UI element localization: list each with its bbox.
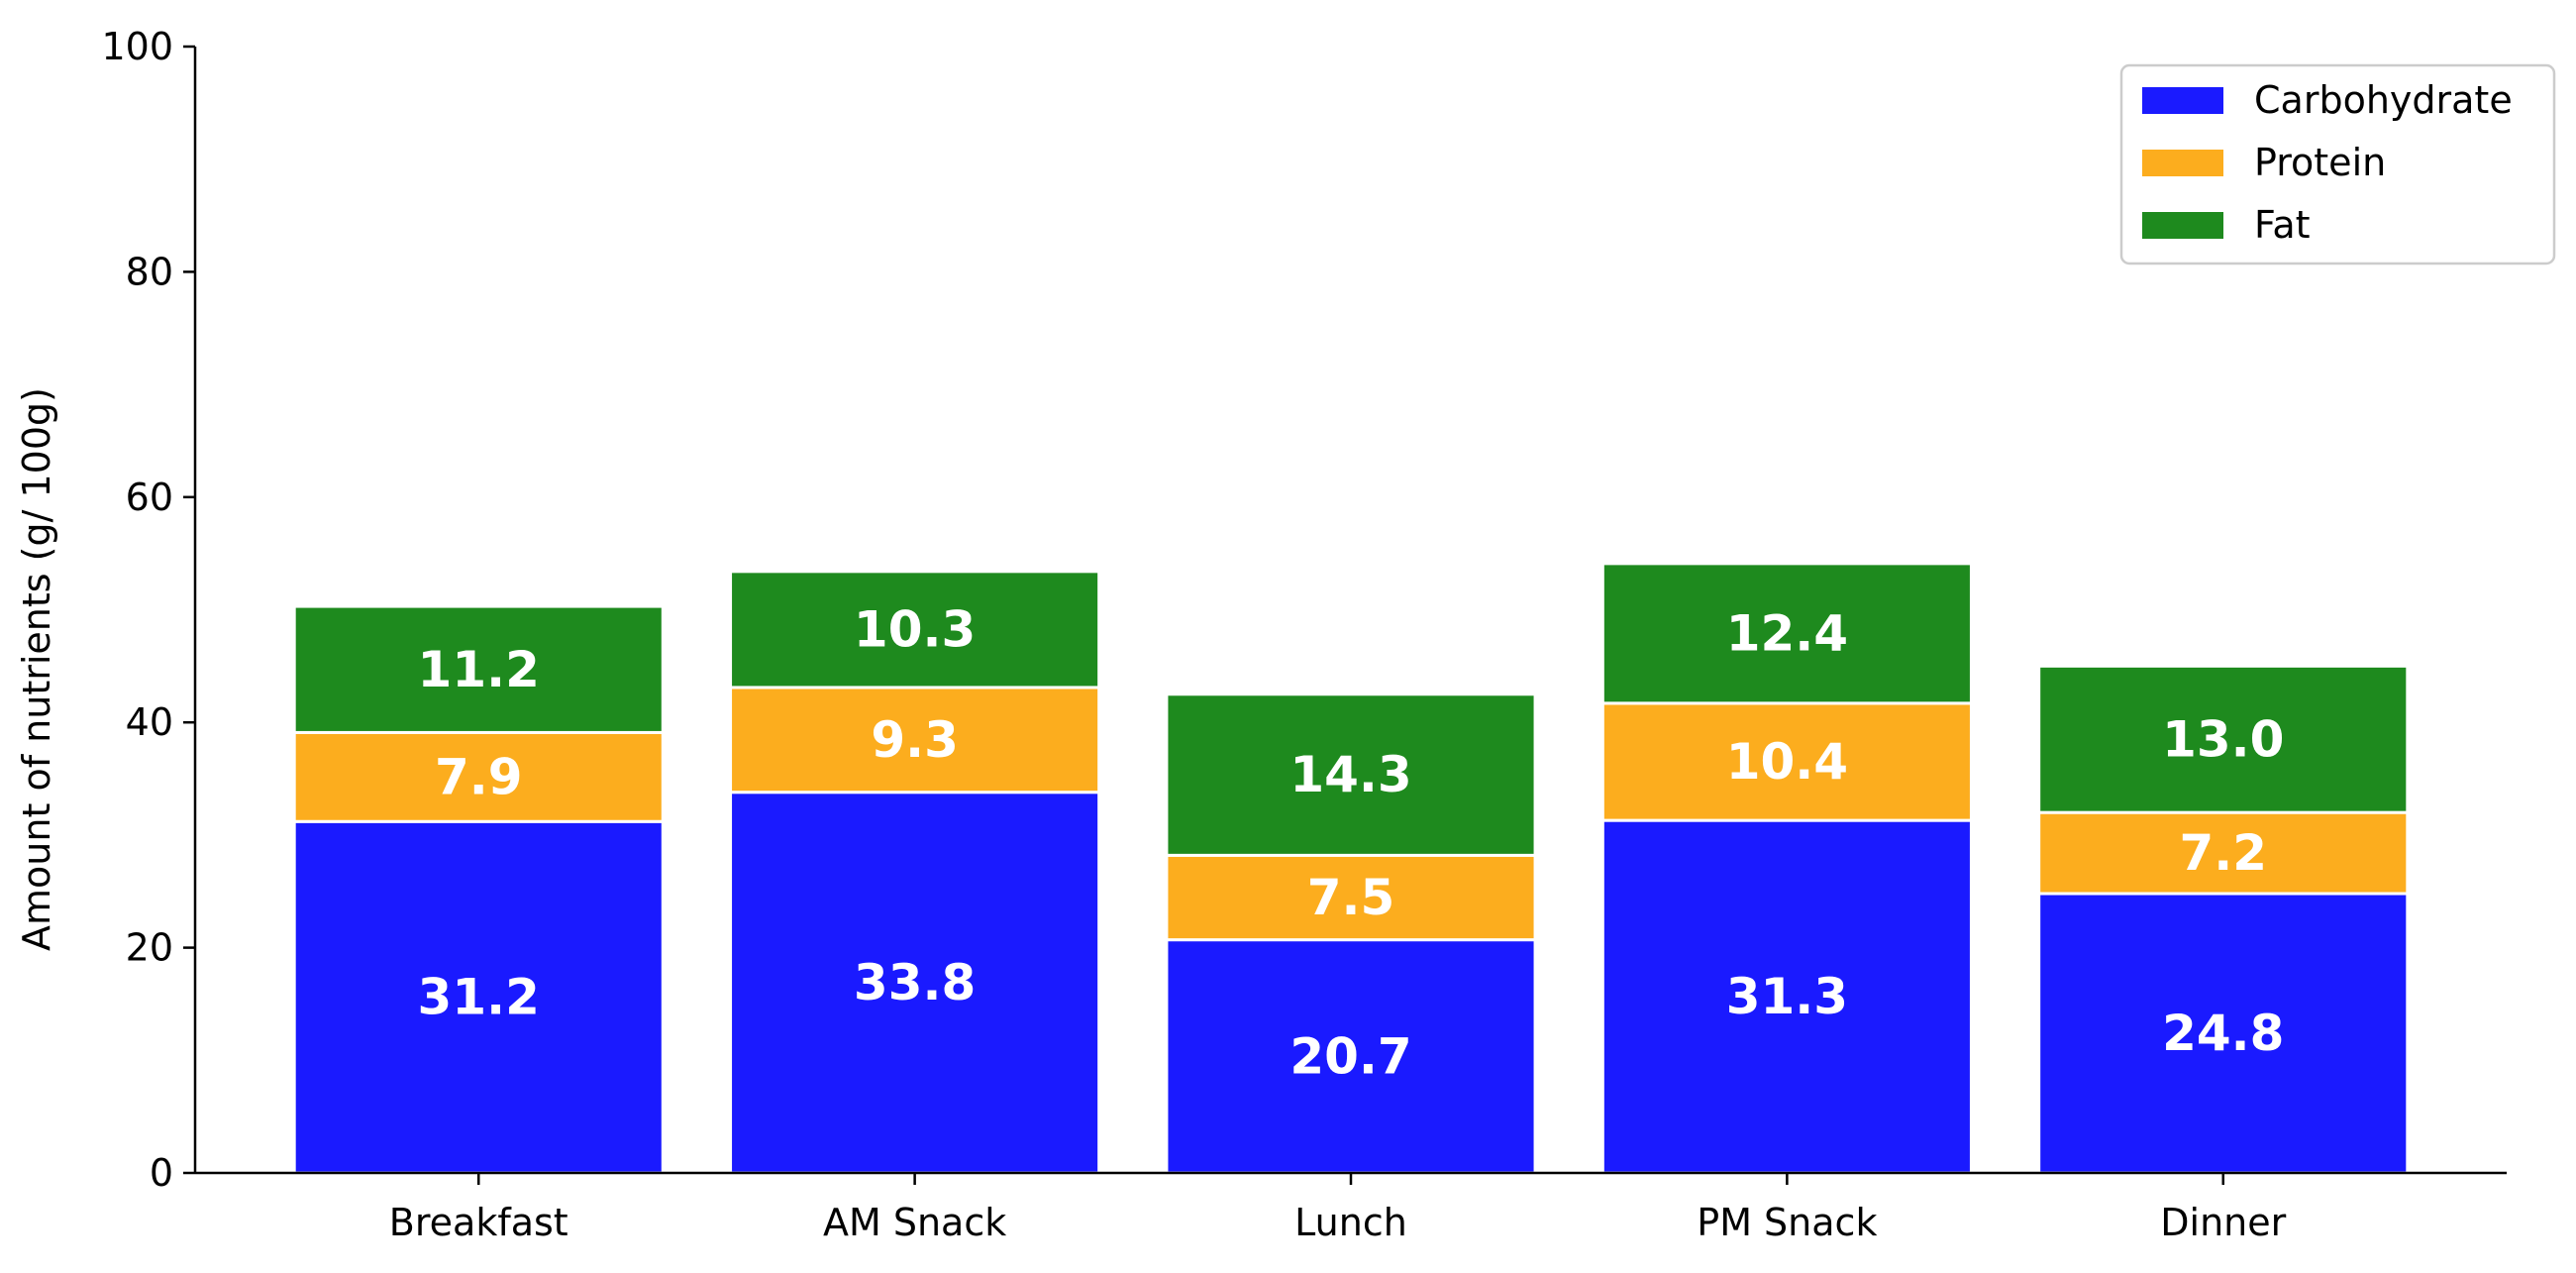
y-tick-label: 0 [150,1151,173,1195]
y-tick-label: 60 [126,476,173,519]
y-axis-title: Amount of nutrients (g/ 100g) [15,387,58,951]
legend-entry: Fat [2254,203,2311,247]
bar-fat-breakfast [292,604,665,734]
legend-swatch [2142,87,2223,114]
y-tick-label: 100 [101,25,173,68]
x-tick-label: Dinner [2160,1201,2286,1244]
bar-protein-pm-snack [1600,701,1973,822]
legend-entry: Protein [2254,141,2386,184]
bar-protein-lunch [1165,853,1537,942]
data-label: 24.8 [2162,1005,2284,1062]
y-tick-label: 20 [126,926,173,970]
bar-carbohydrate-dinner [2037,892,2410,1175]
x-tick-label: Lunch [1294,1201,1407,1244]
bar-fat-am-snack [729,570,1101,690]
x-tick-label: PM Snack [1697,1201,1877,1244]
bar-fat-dinner [2037,664,2410,814]
y-tick-label: 80 [126,250,173,293]
data-label: 12.4 [1726,604,1848,662]
y-tick-label: 40 [126,700,173,744]
bar-protein-am-snack [729,686,1101,795]
legend-entry: Carbohydrate [2254,78,2513,122]
data-label: 33.8 [854,954,976,1011]
x-tick-label: AM Snack [823,1201,1006,1244]
data-label: 7.5 [1307,869,1395,926]
legend: Carbohydrate Protein Fat [2119,63,2556,265]
bar-protein-breakfast [292,730,665,823]
data-label: 31.3 [1726,968,1848,1025]
data-label: 7.2 [2179,824,2267,882]
bar-carbohydrate-pm-snack [1600,818,1973,1175]
legend-box [2119,63,2556,265]
bar-carbohydrate-am-snack [729,791,1101,1175]
data-label: 20.7 [1289,1027,1411,1085]
bar-carbohydrate-breakfast [292,819,665,1175]
bar-fat-pm-snack [1600,562,1973,705]
bar-fat-lunch [1165,692,1537,857]
x-tick-label: Breakfast [389,1201,568,1244]
data-label: 11.2 [418,641,540,698]
data-label: 31.2 [418,969,540,1026]
data-label: 13.0 [2162,710,2284,768]
legend-swatch [2142,150,2223,176]
legend-swatch [2142,212,2223,239]
data-label: 14.3 [1289,746,1411,803]
bars-group: 31.2 7.9 11.2 33.8 9.3 10.3 20.7 7.5 14.3 31.3 10.… [292,562,2410,1175]
data-label: 10.4 [1726,733,1848,791]
data-label: 10.3 [854,600,976,658]
data-label: 9.3 [871,711,959,769]
data-label: 7.9 [435,748,523,805]
